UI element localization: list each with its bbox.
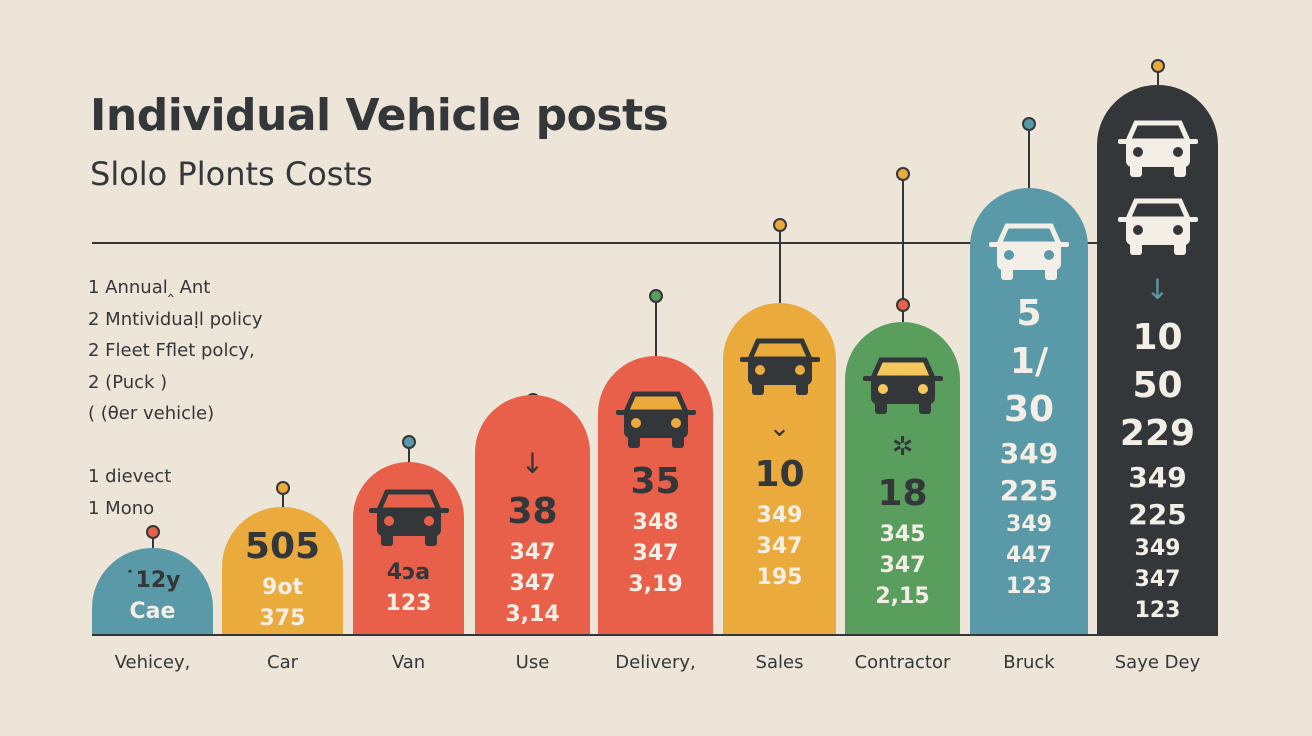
bar-label: 229: [1119, 413, 1196, 454]
divider: [92, 242, 1102, 244]
bar-label: 35: [630, 461, 681, 502]
bar-label: 123: [385, 591, 432, 616]
pin-line: [901, 180, 904, 322]
legend-item: 2 (Puck ): [88, 371, 168, 393]
bar: ↓ 38 347 347 3,14: [475, 395, 590, 634]
car-icon: [1116, 117, 1200, 179]
bar-label: 3,14: [505, 602, 560, 627]
bar: 5 1/30 349 225 349 447 123: [970, 188, 1088, 634]
bar: ↓ 10 50 229 349 225 349 347 123: [1097, 85, 1218, 634]
car-icon: [367, 486, 451, 548]
bar: 4ɔa 123: [353, 462, 464, 634]
pin-line: [778, 231, 781, 309]
pin-dot: [895, 298, 910, 312]
bar-label: 195: [756, 565, 803, 590]
category-label: Saye Dey: [1114, 652, 1201, 673]
bar-label: 123: [1006, 574, 1052, 599]
bar-label: ˙12y: [124, 568, 181, 593]
pin-dot: [895, 167, 910, 181]
pin-line: [281, 494, 284, 513]
category-label: Van: [391, 652, 426, 673]
bar-label: 348: [632, 510, 679, 535]
bar-label: 375: [259, 606, 306, 631]
bar-label: 347: [509, 540, 556, 565]
category-label: Car: [267, 652, 298, 673]
bar: ˙12y Cae: [92, 548, 213, 634]
pin-line: [151, 538, 154, 554]
category-label: Delivery,: [615, 652, 696, 673]
bar-label: 347: [509, 571, 556, 596]
category-label: Bruck: [1003, 652, 1055, 673]
bar-label: 347: [756, 534, 803, 559]
bar-label: 4ɔa: [386, 560, 431, 585]
pin-dot: [145, 525, 160, 539]
pin-dot: [401, 435, 416, 449]
chevron-down-icon: ⌄: [768, 413, 791, 443]
car-icon: [614, 388, 698, 450]
pin-line: [1156, 72, 1159, 91]
legend-item: [88, 430, 263, 462]
category-label: Vehicey,: [114, 652, 191, 673]
legend-item: 1 Annual‸ Ant: [88, 277, 211, 298]
bar-label: 447: [1006, 543, 1052, 568]
bar-label: 18: [877, 473, 928, 514]
bar-label: 9ot: [262, 575, 303, 600]
legend-item: ( (θer vehicle): [88, 403, 215, 424]
pin-line: [1028, 130, 1030, 194]
bar-label: 225: [999, 474, 1059, 507]
bar-label: 349: [1006, 512, 1052, 537]
bar-label: 347: [1134, 567, 1181, 592]
legend-item: 1 dievect: [88, 466, 172, 487]
arrow-down-icon: ↓: [1145, 273, 1170, 306]
bar-label: 349: [999, 437, 1059, 470]
pin-dot: [648, 289, 663, 303]
bar-label: 345: [879, 522, 926, 547]
pin-dot: [772, 218, 787, 232]
car-icon: [738, 335, 822, 397]
category-label: Sales: [755, 652, 804, 673]
car-icon: [987, 220, 1071, 282]
bar-label: 50: [1132, 365, 1183, 406]
legend-item: 2 Fleet Fflet polcy,: [88, 340, 255, 361]
bar: 35 348 347 3,19: [598, 356, 713, 634]
pin-line: [654, 302, 657, 362]
chart-title: Individual Vehicle posts: [90, 90, 669, 141]
bar-label: 349: [1128, 461, 1187, 494]
car-icon: [861, 354, 945, 416]
pin-dot: [1150, 59, 1165, 73]
bar-label: 349: [756, 503, 803, 528]
legend: 1 Annual‸ Ant 2 Mntividuaḷl policy 2 Fl…: [88, 272, 263, 524]
bar-label: 347: [879, 553, 926, 578]
bar-label: 123: [1134, 598, 1181, 623]
legend-item: 1 Mono: [88, 497, 155, 519]
bar-label: 10: [1132, 317, 1183, 358]
pin-line: [407, 448, 410, 468]
bar: ⌄ 10 349 347 195: [723, 303, 836, 634]
bar-label: 3,19: [628, 572, 683, 597]
bar-label: 30: [1003, 389, 1055, 430]
bar-label: 5: [1016, 293, 1042, 334]
baseline: [92, 634, 1218, 636]
car-icon: [1116, 195, 1200, 257]
chart-subtitle: Slolo Plonts Costs: [90, 155, 373, 193]
bar-label: 225: [1128, 498, 1187, 531]
legend-item: 2 Mntividuaḷl policy: [88, 308, 263, 330]
bar-label: Cae: [129, 599, 176, 624]
bar-label: 349: [1134, 536, 1181, 561]
pin-dot: [275, 481, 290, 495]
bar-label: 505: [244, 526, 321, 567]
arrow-down-icon: ↓: [520, 447, 545, 480]
star-icon: ✲: [891, 432, 914, 462]
bar-label: 2,15: [875, 584, 930, 609]
bar-label: 10: [754, 454, 805, 495]
bar-label: 347: [632, 541, 679, 566]
category-label: Use: [515, 652, 550, 673]
pin-dot: [1022, 117, 1036, 131]
bar-label: 38: [507, 491, 558, 532]
category-label: Contractor: [854, 652, 951, 673]
bar-label: 1/: [1009, 341, 1049, 382]
bar: 505 9ot 375: [222, 507, 343, 634]
bar: ✲ 18 345 347 2,15: [845, 322, 960, 634]
